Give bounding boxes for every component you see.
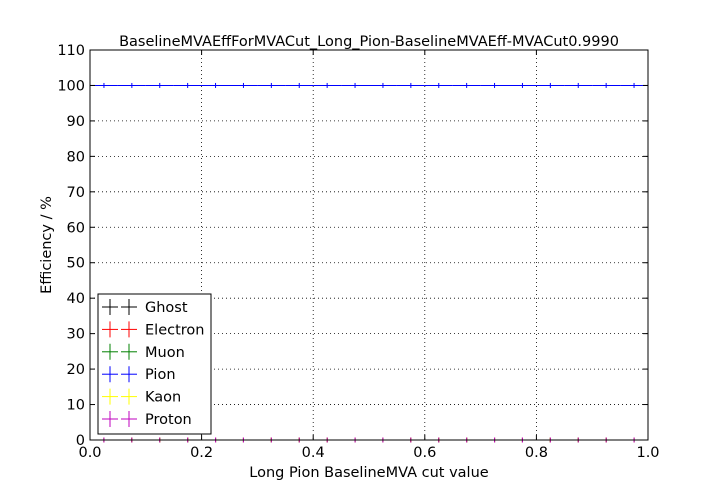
grid (90, 50, 648, 440)
legend-label: Pion (145, 367, 176, 383)
y-tick-labels: 0 10 20 30 40 50 60 70 80 90 100 110 (57, 43, 85, 449)
x-tick-label: 1.0 (636, 445, 659, 461)
x-tick-label: 0.6 (413, 445, 436, 461)
y-tick-label: 30 (67, 327, 85, 343)
chart-title: BaselineMVAEffForMVACut_Long_Pion-Baseli… (119, 34, 619, 50)
y-tick-label: 110 (57, 43, 85, 59)
axis-ticks (89, 49, 649, 441)
x-tick-label: 0.4 (302, 445, 325, 461)
x-axis-label: Long Pion BaselineMVA cut value (249, 465, 488, 481)
y-tick-label: 40 (67, 291, 85, 307)
y-tick-label: 20 (67, 362, 85, 378)
legend-entry-pion: Pion (102, 366, 176, 383)
legend-label: Ghost (145, 300, 188, 316)
x-tick-labels: 0.0 0.2 0.4 0.6 0.8 1.0 (78, 445, 659, 461)
y-axis-label: Efficiency / % (39, 196, 55, 294)
legend-frame (97, 293, 212, 435)
y-tick-label: 80 (67, 149, 85, 165)
y-tick-label: 0 (76, 433, 85, 449)
y-tick-label: 90 (67, 114, 85, 130)
legend-label: Electron (145, 322, 204, 338)
x-tick-label: 0.2 (190, 445, 213, 461)
legend-entry-electron: Electron (102, 321, 204, 338)
y-tick-label: 10 (67, 398, 85, 414)
y-tick-label: 50 (67, 256, 85, 272)
legend: Ghost Electron Muon Pion Kaon Proton (97, 293, 212, 435)
legend-entry-muon: Muon (102, 343, 185, 361)
plot-frame (89, 49, 649, 441)
legend-label: Kaon (145, 390, 181, 406)
legend-label: Proton (145, 412, 192, 428)
legend-entry-kaon: Kaon (102, 388, 181, 406)
y-tick-label: 100 (57, 78, 85, 94)
legend-entry-ghost: Ghost (102, 299, 188, 316)
y-tick-label: 70 (67, 185, 85, 201)
x-tick-label: 0.0 (78, 445, 101, 461)
x-tick-label: 0.8 (525, 445, 548, 461)
legend-label: Muon (145, 345, 185, 361)
legend-entry-proton: Proton (102, 411, 192, 428)
y-tick-label: 60 (67, 220, 85, 236)
